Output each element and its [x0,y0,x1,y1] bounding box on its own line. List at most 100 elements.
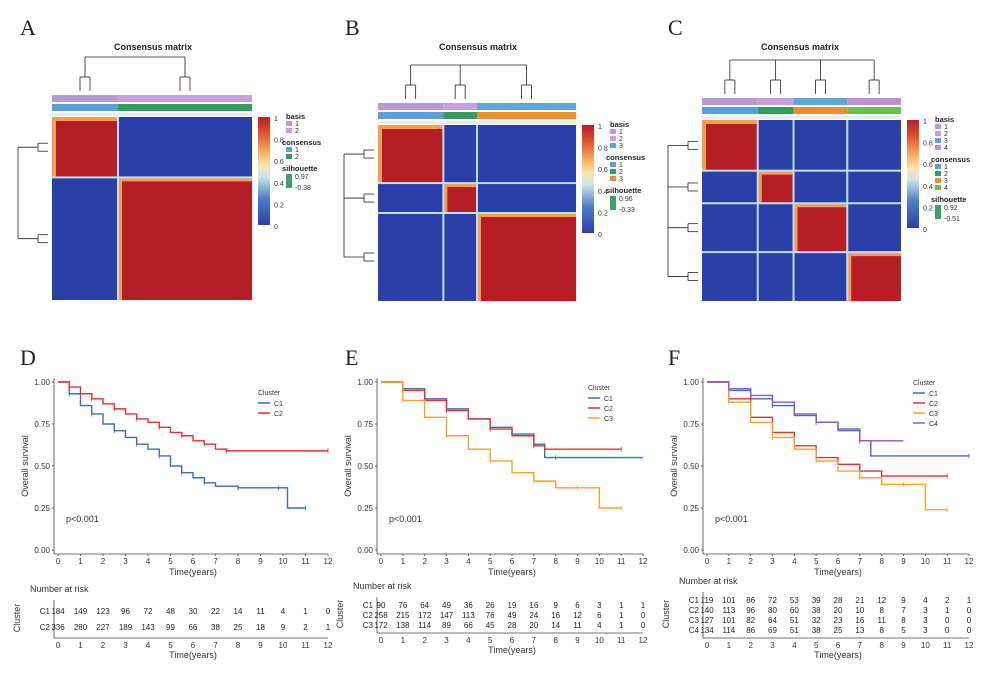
legend-swatch [935,124,941,129]
survival-curve-c2 [707,381,948,477]
legend-swatch [935,185,941,190]
risk-cell: 13 [855,626,864,635]
x-tick-label: 0 [705,557,710,566]
risk-cell: 49 [442,601,451,610]
basis-annotation-bar [702,98,758,105]
colorbar-tick-label: 0.4 [923,184,933,191]
risk-cell: 16 [551,611,560,620]
risk-row-label: C2 [363,611,374,620]
legend-silhouette-min: -0.38 [295,185,311,192]
consensus-annotation-bar [378,112,444,119]
colorbar-tick-label: 0 [598,232,602,239]
x-tick-label: 2 [748,557,753,566]
x-tick-label: 5 [814,557,819,566]
risk-cell: 2 [945,596,950,605]
risk-cell: 2 [303,623,308,632]
x-tick-label: 8 [236,557,241,566]
legend-consensus-item: 3 [944,178,948,185]
risk-cell: 96 [121,607,130,616]
risk-cell: 26 [486,601,495,610]
risk-cell: 76 [398,601,407,610]
risk-cell: 18 [256,623,265,632]
risk-cell: 22 [211,607,220,616]
x-tick-label: 12 [639,557,648,566]
legend-swatch [610,169,616,174]
risk-cell: 0 [326,607,331,616]
colorbar-tick-label: 0.2 [274,202,284,209]
risk-cell: 9 [281,623,286,632]
risk-cell: 20 [529,621,538,630]
risk-cell: 8 [879,606,884,615]
risk-x-tick-label: 1 [78,641,83,650]
risk-cell: 138 [396,621,410,630]
risk-cell: 147 [440,611,454,620]
heatmap-separator [702,251,901,254]
risk-cell: 258 [374,611,388,620]
risk-x-tick-label: 7 [858,641,863,650]
risk-table-title: Number at risk [679,576,738,586]
risk-cell: 90 [377,601,386,610]
colorbar-tick-label: 0.2 [923,205,933,212]
risk-cell: 1 [945,606,950,615]
risk-x-tick-label: 11 [301,641,310,650]
heatmap-edge-band [52,117,118,121]
heatmap-edge-band [757,170,794,175]
y-tick-label: 1.00 [683,378,699,387]
risk-cell: 86 [746,596,755,605]
panel-label-a: A [20,15,36,40]
risk-x-tick-label: 2 [101,641,106,650]
risk-x-tick-label: 1 [401,636,406,645]
risk-x-tick-label: 4 [466,636,471,645]
legend-basis-item: 2 [944,131,948,138]
risk-cell: 1 [619,621,624,630]
legend-consensus-item: 4 [944,185,948,192]
x-tick-label: 7 [213,557,218,566]
risk-cell: 20 [834,606,843,615]
silhouette-annotation-bar [378,121,576,124]
heatmap-cluster-block [52,117,118,178]
risk-y-axis-label: Cluster [661,600,671,629]
risk-x-tick-label: 7 [532,636,537,645]
risk-cell: 119 [701,596,714,605]
legend-title: Cluster [588,385,611,392]
survival-curve-c2 [58,381,328,452]
risk-cell: 189 [119,623,133,632]
heatmap-title: Consensus matrix [114,42,192,52]
heatmap-edge-band [378,125,382,184]
risk-x-tick-label: 9 [575,636,580,645]
risk-x-tick-label: 4 [792,641,797,650]
legend-swatch [935,164,941,169]
risk-x-tick-label: 3 [770,641,775,650]
risk-cell: 48 [166,607,175,616]
risk-cell: 4 [281,607,286,616]
legend-silhouette-max: 0.97 [295,174,309,181]
risk-cell: 53 [790,596,799,605]
heatmap-edge-band [477,213,576,217]
risk-x-tick-label: 5 [488,636,493,645]
x-tick-label: 11 [617,557,626,566]
legend-swatch [286,147,292,152]
consensus-heatmap-a: Consensus matrix 10.80.60.40.20basis12co… [17,42,321,300]
colorbar-tick-label: 1 [598,124,602,131]
colorbar [907,120,919,228]
risk-x-tick-label: 6 [510,636,515,645]
risk-cell: 96 [746,606,755,615]
km-panel-e: 0.000.250.500.751.000 1 2 3 4 5 6 7 8 9 10 11 12Over… [335,378,648,655]
legend-label: C1 [929,391,938,398]
risk-x-tick-label: 11 [943,641,952,650]
heatmap-separator [702,169,901,172]
y-tick-label: 0.00 [683,546,699,555]
y-axis-label: Overall survival [343,435,353,497]
risk-cell: 0 [967,626,972,635]
risk-cell: 3 [923,626,928,635]
risk-x-tick-label: 5 [168,641,173,650]
risk-cell: 172 [374,621,388,630]
risk-cell: 280 [74,623,88,632]
consensus-annotation-bar [793,107,848,114]
risk-row-label: C3 [363,621,374,630]
x-tick-label: 8 [879,557,884,566]
risk-cell: 38 [812,606,821,615]
legend-swatch [610,176,616,181]
risk-cell: 3 [923,616,928,625]
heatmap-edge-band [702,120,758,124]
